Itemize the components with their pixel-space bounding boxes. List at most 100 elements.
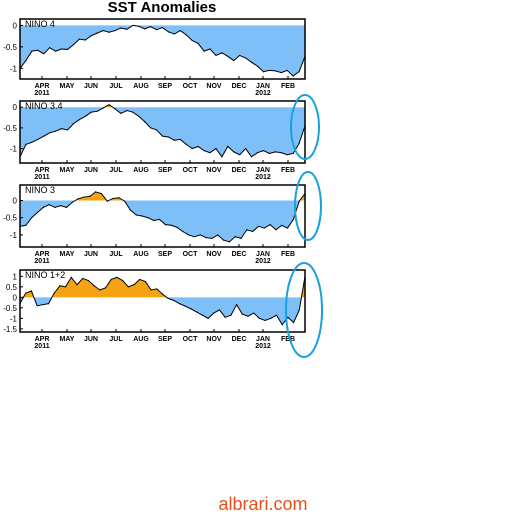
data-point <box>221 52 223 54</box>
data-point <box>222 239 225 241</box>
data-point <box>209 152 211 154</box>
data-point <box>179 138 181 141</box>
data-point <box>215 147 217 150</box>
x-tick-label: JUN <box>84 251 98 258</box>
data-point <box>55 130 57 132</box>
data-point <box>66 48 69 51</box>
data-point <box>161 135 164 137</box>
x-tick-label: FEB <box>281 167 295 174</box>
data-point <box>227 55 229 57</box>
data-point <box>66 129 69 131</box>
data-point <box>184 305 186 307</box>
panel-frame <box>19 269 306 333</box>
data-point <box>95 191 97 193</box>
data-point <box>126 28 128 30</box>
y-tick-label: -0.5 <box>3 43 17 52</box>
data-point <box>233 151 235 153</box>
y-tick-label: -1 <box>10 145 18 154</box>
x-tick-label: SEP <box>158 251 172 258</box>
data-point <box>100 193 103 195</box>
data-point <box>72 123 75 125</box>
data-point <box>256 65 259 67</box>
x-tick-label: DEC <box>232 336 247 343</box>
data-point <box>155 29 158 31</box>
data-point <box>252 230 254 233</box>
data-point <box>217 234 219 236</box>
data-point <box>129 209 132 211</box>
data-point <box>120 112 122 114</box>
data-point <box>298 309 300 311</box>
data-point <box>250 61 253 63</box>
x-tick-label: JUL <box>109 167 123 174</box>
data-point <box>25 59 27 62</box>
data-point <box>245 57 247 59</box>
x-tick-label: SEP <box>158 336 172 343</box>
data-point <box>133 284 135 286</box>
data-point <box>122 279 124 282</box>
data-point <box>82 277 84 280</box>
data-point <box>114 29 116 32</box>
y-tick-label: 0 <box>13 103 18 112</box>
x-tick-label: DEC <box>232 83 247 90</box>
data-point <box>150 26 152 28</box>
data-point <box>108 104 110 106</box>
year-label: 2011 <box>34 258 49 265</box>
y-tick-label: 1 <box>13 272 18 281</box>
data-point <box>218 309 221 311</box>
x-tick-label: DEC <box>232 167 247 174</box>
data-point <box>65 286 67 288</box>
anomaly-series-line <box>19 191 306 243</box>
year-label: 2011 <box>34 343 49 350</box>
panel-frame <box>19 184 306 248</box>
data-point <box>286 227 289 229</box>
x-tick-label: AUG <box>133 251 149 258</box>
data-point <box>42 206 44 208</box>
data-point <box>268 69 270 72</box>
x-tick-label: DEC <box>232 251 247 258</box>
data-point <box>83 196 85 198</box>
x-tick-label: FEB <box>281 251 295 258</box>
data-point <box>25 143 27 145</box>
data-point <box>120 27 122 29</box>
data-point <box>156 288 158 290</box>
data-point <box>71 201 73 203</box>
data-point <box>132 24 134 27</box>
data-point <box>264 319 266 322</box>
data-point <box>234 236 236 238</box>
data-point <box>199 234 201 236</box>
data-point <box>127 286 129 288</box>
data-point <box>37 138 39 141</box>
data-point <box>197 42 199 45</box>
data-point <box>87 279 89 282</box>
data-point <box>84 39 86 41</box>
data-point <box>150 127 152 129</box>
y-tick-label: -1.5 <box>3 325 17 334</box>
data-point <box>112 197 114 200</box>
x-tick-label: MAY <box>60 83 75 90</box>
data-point <box>47 303 50 305</box>
x-tick-label: NOV <box>206 167 222 174</box>
highlight-ellipse <box>285 262 323 358</box>
year-label: 2012 <box>255 90 271 97</box>
data-point <box>228 241 230 243</box>
data-point <box>274 151 276 153</box>
data-point <box>104 287 107 289</box>
data-point <box>167 297 169 299</box>
data-point <box>197 145 199 148</box>
data-point <box>167 136 170 138</box>
data-point <box>227 145 229 148</box>
data-point <box>236 304 238 306</box>
x-tick-label: JUL <box>109 251 123 258</box>
data-point <box>93 285 95 287</box>
year-label: 2012 <box>255 174 271 181</box>
data-point <box>164 224 167 226</box>
x-tick-label: JAN <box>256 336 270 343</box>
x-tick-label: JAN <box>256 167 270 174</box>
data-point <box>203 150 205 152</box>
data-point <box>262 150 265 152</box>
data-point <box>118 197 120 199</box>
data-point <box>60 48 63 50</box>
data-point <box>215 54 217 57</box>
x-tick-label: JUL <box>109 336 123 343</box>
